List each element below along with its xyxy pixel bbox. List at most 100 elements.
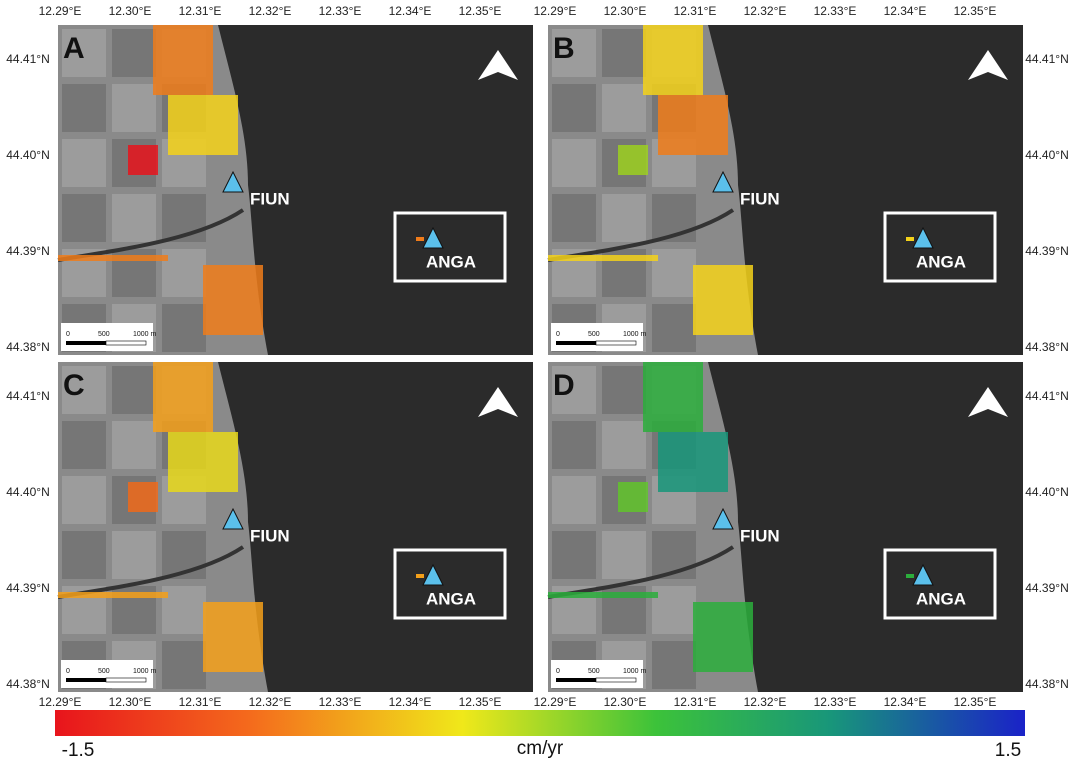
station-label: FIUN — [250, 526, 290, 545]
lon-label: 12.34°E — [389, 4, 432, 18]
scale-label: 500 — [98, 668, 110, 675]
lon-label: 12.29°E — [534, 695, 577, 709]
station-label: FIUN — [740, 526, 780, 545]
station-label: ANGA — [426, 252, 476, 271]
station-label: ANGA — [916, 252, 966, 271]
field — [62, 531, 106, 579]
field — [552, 139, 596, 187]
deformation-points — [58, 255, 168, 261]
field — [652, 249, 696, 297]
field — [162, 249, 206, 297]
scale-bar — [66, 678, 106, 682]
scale-label: 500 — [588, 668, 600, 675]
panel-letter: A — [63, 32, 85, 65]
scale-label: 0 — [556, 331, 560, 338]
scale-label: 1000 m — [133, 331, 157, 338]
lon-label: 12.31°E — [674, 4, 717, 18]
lat-label: 44.39°N — [6, 244, 50, 258]
deformation-points — [203, 602, 263, 672]
deformation-points — [416, 574, 424, 578]
scale-label: 0 — [556, 668, 560, 675]
deformation-points — [153, 362, 213, 432]
lat-label: 44.38°N — [1025, 677, 1069, 691]
lat-label: 44.38°N — [6, 677, 50, 691]
map-panel: D FIUN ANGA 0 500 1000 m — [548, 362, 1023, 692]
lon-label: 12.32°E — [744, 4, 787, 18]
field — [62, 84, 106, 132]
lat-label: 44.39°N — [6, 581, 50, 595]
station-label: FIUN — [250, 189, 290, 208]
field — [602, 194, 646, 242]
field — [162, 641, 206, 689]
scale-label: 500 — [98, 331, 110, 338]
deformation-points — [658, 95, 728, 155]
scale-bar — [596, 678, 636, 682]
lon-label: 12.35°E — [954, 695, 997, 709]
deformation-points — [906, 574, 914, 578]
field — [602, 421, 646, 469]
deformation-points — [693, 602, 753, 672]
field — [162, 586, 206, 634]
deformation-points — [618, 482, 648, 512]
field — [652, 586, 696, 634]
field — [112, 531, 156, 579]
figure: -1.5 cm/yr 1.5 12.29°E12.29°E12.30°E12.3… — [0, 0, 1075, 763]
field — [552, 84, 596, 132]
field — [602, 84, 646, 132]
lat-label: 44.39°N — [1025, 581, 1069, 595]
field — [552, 194, 596, 242]
station-label: FIUN — [740, 189, 780, 208]
deformation-points — [618, 145, 648, 175]
deformation-points — [153, 25, 213, 95]
lon-label: 12.34°E — [389, 695, 432, 709]
lat-label: 44.39°N — [1025, 244, 1069, 258]
lon-label: 12.32°E — [249, 4, 292, 18]
map-panel: BFIUNANGA05001000 m — [548, 25, 1023, 355]
deformation-points — [416, 237, 424, 241]
scale-label: 1000 m — [623, 668, 647, 675]
map-panel: A FIUN ANGA 0 500 1000 m — [58, 25, 533, 355]
field — [652, 304, 696, 352]
station-label: ANGA — [916, 589, 966, 608]
lon-label: 12.29°E — [39, 695, 82, 709]
lat-label: 44.38°N — [1025, 340, 1069, 354]
lon-label: 12.34°E — [884, 695, 927, 709]
lon-label: 12.33°E — [814, 695, 857, 709]
deformation-points — [548, 255, 658, 261]
lon-label: 12.31°E — [674, 695, 717, 709]
field — [552, 421, 596, 469]
deformation-points — [128, 482, 158, 512]
scale-label: 0 — [66, 331, 70, 338]
deformation-points — [128, 145, 158, 175]
scale-bar — [106, 678, 146, 682]
colorbar-max: 1.5 — [995, 740, 1021, 761]
scale-bar — [66, 341, 106, 345]
scale-bar — [556, 678, 596, 682]
field — [552, 531, 596, 579]
field — [112, 194, 156, 242]
lat-label: 44.40°N — [1025, 485, 1069, 499]
lon-label: 12.35°E — [459, 695, 502, 709]
scale-bar — [556, 341, 596, 345]
field — [62, 476, 106, 524]
scale-label: 1000 m — [133, 668, 157, 675]
panel-letter: D — [553, 369, 575, 402]
scale-bar — [596, 341, 636, 345]
panel-letter: C — [63, 369, 85, 402]
field — [602, 366, 646, 414]
deformation-points — [658, 432, 728, 492]
lon-label: 12.30°E — [109, 4, 152, 18]
lon-label: 12.30°E — [109, 695, 152, 709]
scale-label: 500 — [588, 331, 600, 338]
field — [112, 29, 156, 77]
lon-label: 12.33°E — [319, 4, 362, 18]
field — [62, 139, 106, 187]
lon-label: 12.34°E — [884, 4, 927, 18]
scale-bar — [106, 341, 146, 345]
lon-label: 12.30°E — [604, 4, 647, 18]
colorbar-unit: cm/yr — [517, 738, 564, 759]
deformation-points — [58, 592, 168, 598]
field — [62, 194, 106, 242]
lon-label: 12.32°E — [249, 695, 292, 709]
